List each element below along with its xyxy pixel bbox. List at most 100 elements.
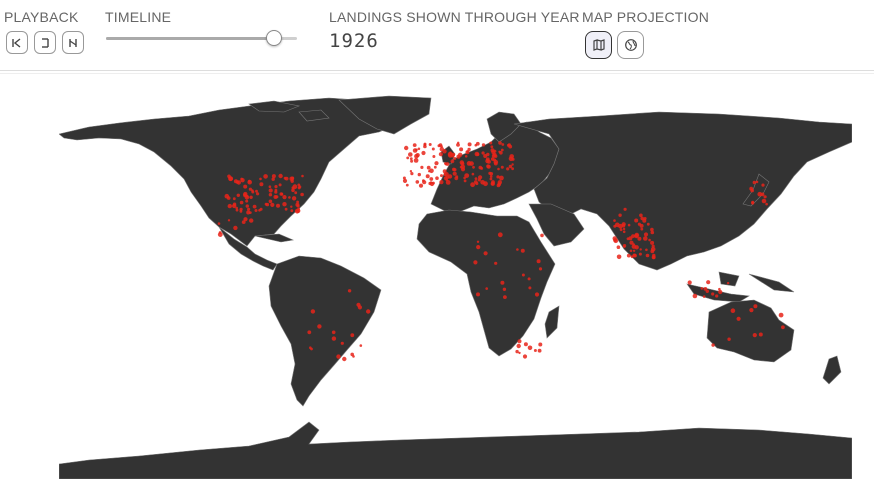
landing-point[interactable] — [439, 147, 444, 152]
landing-point[interactable] — [466, 161, 472, 166]
world-map[interactable] — [59, 94, 852, 479]
landing-point[interactable] — [639, 248, 642, 251]
step-forward-button[interactable] — [62, 31, 84, 54]
landing-point[interactable] — [502, 287, 507, 291]
flat-projection-button[interactable] — [585, 31, 612, 59]
landing-point[interactable] — [291, 186, 295, 190]
landing-point[interactable] — [409, 170, 413, 173]
landing-point[interactable] — [650, 227, 654, 232]
landing-point[interactable] — [711, 343, 715, 347]
landing-point[interactable] — [472, 165, 475, 169]
landing-point[interactable] — [500, 280, 505, 285]
landing-point[interactable] — [749, 308, 754, 313]
landing-point[interactable] — [241, 220, 246, 224]
landing-point[interactable] — [752, 333, 757, 338]
landing-point[interactable] — [497, 167, 500, 171]
landing-point[interactable] — [233, 179, 238, 184]
landing-point[interactable] — [515, 349, 519, 354]
landing-point[interactable] — [235, 208, 239, 212]
landing-point[interactable] — [268, 199, 273, 204]
landing-point[interactable] — [522, 354, 528, 359]
landing-point[interactable] — [359, 344, 363, 347]
landing-point[interactable] — [431, 147, 435, 151]
landing-point[interactable] — [450, 152, 454, 156]
landing-point[interactable] — [410, 172, 414, 176]
landing-point[interactable] — [489, 172, 494, 176]
landing-point[interactable] — [612, 236, 617, 241]
landing-point[interactable] — [437, 144, 441, 148]
landing-point[interactable] — [317, 324, 322, 329]
landing-point[interactable] — [422, 180, 427, 185]
landing-point[interactable] — [751, 201, 755, 205]
landing-point[interactable] — [536, 259, 541, 264]
landing-point[interactable] — [331, 336, 337, 341]
landing-point[interactable] — [496, 175, 500, 179]
landing-point[interactable] — [476, 240, 480, 243]
landing-point[interactable] — [310, 347, 313, 351]
landing-point[interactable] — [255, 189, 258, 193]
landing-point[interactable] — [434, 161, 439, 166]
landing-point[interactable] — [638, 252, 642, 256]
landing-point[interactable] — [274, 188, 278, 192]
landing-point[interactable] — [516, 248, 519, 251]
pause-button[interactable] — [34, 31, 56, 54]
landing-point[interactable] — [483, 251, 488, 256]
landing-point[interactable] — [270, 202, 275, 207]
landing-point[interactable] — [761, 183, 765, 187]
landing-point[interactable] — [414, 153, 419, 159]
landing-point[interactable] — [254, 209, 258, 212]
landing-point[interactable] — [652, 256, 655, 260]
landing-point[interactable] — [508, 144, 513, 149]
landing-point[interactable] — [460, 161, 465, 166]
landing-point[interactable] — [490, 148, 495, 153]
landing-point[interactable] — [245, 199, 249, 203]
landing-point[interactable] — [227, 203, 232, 209]
landing-point[interactable] — [310, 309, 316, 314]
landing-point[interactable] — [498, 141, 502, 145]
landing-point[interactable] — [650, 240, 655, 245]
landing-point[interactable] — [443, 176, 448, 180]
landing-point[interactable] — [452, 171, 457, 176]
landing-point[interactable] — [628, 236, 633, 241]
landing-point[interactable] — [224, 193, 230, 199]
timeline-slider[interactable] — [106, 30, 297, 46]
landing-point[interactable] — [492, 152, 497, 157]
landing-point[interactable] — [471, 172, 475, 176]
globe-projection-button[interactable] — [617, 31, 644, 59]
landing-point[interactable] — [500, 165, 504, 169]
landing-point[interactable] — [300, 192, 304, 197]
landing-point[interactable] — [296, 200, 299, 204]
landing-point[interactable] — [445, 180, 451, 185]
landing-point[interactable] — [478, 165, 483, 170]
landing-point[interactable] — [616, 254, 622, 260]
landing-point[interactable] — [757, 191, 762, 197]
landing-point[interactable] — [763, 195, 767, 199]
landing-point[interactable] — [290, 209, 294, 213]
landing-point[interactable] — [481, 143, 486, 147]
landing-point[interactable] — [217, 222, 221, 225]
landing-point[interactable] — [465, 150, 470, 155]
landing-point[interactable] — [626, 237, 630, 241]
landing-point[interactable] — [235, 206, 238, 210]
landing-point[interactable] — [753, 304, 758, 309]
landing-point[interactable] — [500, 148, 504, 152]
landing-point[interactable] — [336, 354, 341, 359]
landing-point[interactable] — [268, 185, 272, 188]
landing-point[interactable] — [476, 292, 480, 297]
landing-point[interactable] — [761, 198, 767, 204]
landing-point[interactable] — [290, 176, 295, 180]
landing-point[interactable] — [409, 157, 413, 161]
landing-point[interactable] — [613, 219, 616, 222]
landing-point[interactable] — [633, 253, 637, 258]
landing-point[interactable] — [243, 217, 248, 222]
landing-point[interactable] — [489, 177, 493, 181]
landing-point[interactable] — [622, 230, 626, 234]
landing-point[interactable] — [618, 213, 622, 217]
landing-point[interactable] — [342, 356, 347, 362]
landing-point[interactable] — [249, 218, 254, 223]
landing-point[interactable] — [464, 173, 470, 178]
landing-point[interactable] — [650, 230, 655, 235]
landing-point[interactable] — [639, 223, 644, 228]
landing-point[interactable] — [420, 165, 424, 169]
landing-point[interactable] — [406, 156, 410, 160]
